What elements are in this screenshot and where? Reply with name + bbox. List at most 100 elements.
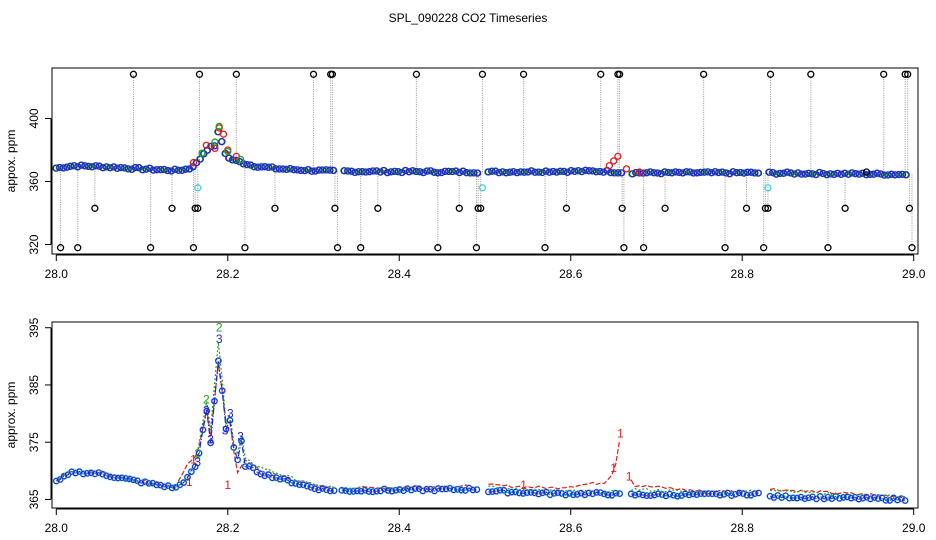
series-3-point bbox=[242, 463, 249, 470]
baseline-point bbox=[142, 165, 150, 173]
series-3-point bbox=[354, 487, 361, 495]
spike-point bbox=[597, 70, 605, 78]
series-3-point bbox=[280, 475, 288, 482]
series-3-point bbox=[793, 494, 801, 502]
top-y-axis: 320 360 400 bbox=[27, 108, 52, 255]
series-3-point bbox=[712, 490, 720, 497]
baseline-point bbox=[632, 168, 640, 177]
series-3-point bbox=[327, 487, 334, 495]
series-3-point bbox=[523, 489, 531, 496]
bottom-series-points bbox=[52, 357, 909, 505]
baseline-point bbox=[823, 170, 831, 179]
baseline-point bbox=[571, 167, 579, 176]
series-3-point bbox=[585, 489, 592, 497]
spike-point bbox=[807, 70, 815, 78]
baseline-point bbox=[405, 168, 413, 176]
series-3-point bbox=[296, 481, 303, 488]
series-3-point bbox=[369, 488, 376, 495]
series-3-point bbox=[427, 486, 434, 493]
baseline-point bbox=[895, 170, 903, 179]
series-3-point bbox=[539, 489, 546, 496]
baseline-point bbox=[488, 167, 496, 175]
baseline-point bbox=[826, 170, 835, 178]
baseline-point bbox=[873, 169, 882, 177]
series-3-point bbox=[570, 491, 577, 498]
spike-point bbox=[477, 204, 485, 212]
series-line-2 bbox=[56, 341, 906, 499]
series-3-point bbox=[219, 387, 226, 394]
series-3-point bbox=[234, 456, 241, 463]
series-3-point bbox=[739, 490, 747, 497]
spike-point bbox=[74, 244, 82, 252]
series-3-point bbox=[114, 474, 122, 482]
baseline-point bbox=[798, 170, 806, 178]
baseline-point bbox=[898, 170, 907, 179]
series-3-point bbox=[192, 463, 199, 470]
baseline-point bbox=[250, 163, 259, 171]
baseline-point bbox=[445, 167, 453, 176]
series-3-point bbox=[535, 490, 542, 498]
baseline-point bbox=[383, 168, 392, 177]
baseline-point bbox=[675, 168, 683, 177]
series-3-point bbox=[323, 486, 330, 493]
bottom-y-tick-label: 385 bbox=[27, 375, 41, 395]
baseline-point bbox=[394, 168, 403, 176]
baseline-point bbox=[499, 168, 507, 176]
baseline-point bbox=[121, 164, 129, 172]
series-3-point bbox=[685, 491, 693, 499]
baseline-point bbox=[56, 163, 64, 172]
baseline-point bbox=[358, 168, 367, 176]
series-3-point bbox=[276, 476, 284, 483]
baseline-point bbox=[441, 167, 449, 176]
baseline-point bbox=[517, 168, 525, 176]
baseline-point bbox=[293, 166, 302, 174]
spike-point bbox=[434, 244, 442, 252]
spike-point bbox=[901, 70, 909, 78]
green-point bbox=[224, 147, 232, 156]
series-3-point bbox=[350, 488, 357, 495]
baseline-point bbox=[560, 167, 568, 176]
spike-point bbox=[721, 244, 729, 252]
series-3-point bbox=[882, 497, 889, 504]
series-3-point bbox=[91, 470, 99, 477]
series-3-point bbox=[222, 425, 230, 433]
bottom-x-tick-label: 28.0 bbox=[45, 521, 69, 535]
baseline-point bbox=[326, 166, 334, 174]
series-3-point bbox=[273, 474, 280, 481]
spike-point bbox=[862, 168, 871, 176]
spike-point bbox=[760, 244, 768, 252]
series-3-point bbox=[404, 485, 411, 492]
series-3-point bbox=[867, 495, 874, 503]
baseline-point bbox=[729, 168, 737, 176]
series-3-point bbox=[520, 490, 527, 497]
spike-point bbox=[908, 244, 916, 252]
bottom-y-axis: 365 375 385 395 bbox=[27, 317, 52, 509]
spike-point bbox=[232, 70, 240, 78]
series-3-point bbox=[743, 492, 751, 499]
baseline-point bbox=[596, 167, 604, 176]
baseline-point bbox=[52, 164, 60, 172]
series-3-point bbox=[161, 483, 168, 491]
baseline-point bbox=[63, 163, 71, 171]
series-3-point bbox=[346, 488, 353, 495]
series-3-point bbox=[288, 479, 295, 487]
baseline-point bbox=[697, 168, 705, 177]
baseline-point bbox=[412, 167, 421, 176]
series-3-point bbox=[207, 439, 214, 447]
cyan-point bbox=[194, 184, 202, 192]
spike-point bbox=[56, 244, 65, 252]
baseline-point bbox=[448, 167, 457, 176]
baseline-point bbox=[322, 166, 331, 174]
baseline-point bbox=[416, 168, 424, 176]
spike-point bbox=[880, 70, 888, 78]
top-x-axis: 28.0 28.2 28.4 28.6 28.8 29.0 bbox=[45, 254, 926, 281]
series-3-point bbox=[53, 477, 60, 485]
series-3-point bbox=[604, 491, 612, 499]
baseline-point bbox=[59, 164, 68, 172]
series-label: 1 bbox=[610, 461, 617, 475]
baseline-point bbox=[369, 167, 377, 175]
spike-point bbox=[761, 204, 770, 212]
red-point bbox=[202, 141, 210, 149]
red-point bbox=[189, 158, 198, 167]
spike-point bbox=[562, 204, 571, 212]
